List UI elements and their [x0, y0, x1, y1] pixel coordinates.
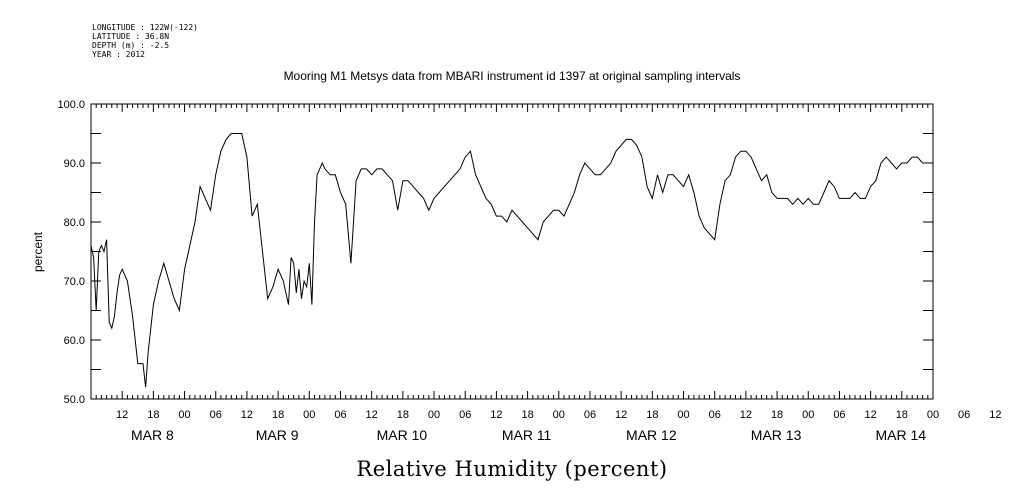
x-tick-labels: 12 18 00 06 12 18 00 06 12 18 00 06 12 18 00 06 12 18 00 06… — [116, 409, 1001, 421]
x-tick-label: 18 — [521, 409, 533, 421]
x-tick-label: 12 — [740, 409, 752, 421]
day-label: MAR 12 — [626, 427, 677, 443]
plot-frame — [90, 103, 934, 400]
x-tick-label: 18 — [272, 409, 284, 421]
x-tick-label: 12 — [116, 409, 128, 421]
x-tick-label: 18 — [397, 409, 409, 421]
latitude-label: LATITUDE : 36.8N — [92, 32, 169, 41]
day-label: MAR 14 — [876, 427, 927, 443]
x-tick-label: 00 — [553, 409, 565, 421]
x-tick-label: 06 — [459, 409, 471, 421]
x-tick-label: 12 — [615, 409, 627, 421]
y-tick-label: 60.0 — [64, 335, 85, 347]
y-tick-labels: 50.0 60.0 70.0 80.0 90.0 100.0 — [57, 99, 85, 406]
x-tick-label: 12 — [989, 409, 1001, 421]
x-tick-label: 06 — [334, 409, 346, 421]
x-tick-label: 00 — [802, 409, 814, 421]
x-tick-label: 00 — [677, 409, 689, 421]
x-tick-label: 12 — [490, 409, 502, 421]
x-tick-label: 18 — [771, 409, 783, 421]
day-labels: MAR 8 MAR 9 MAR 10 MAR 11 MAR 12 MAR 13 MAR 14 — [131, 427, 926, 443]
x-tick-label: 06 — [958, 409, 970, 421]
y-tick-label: 90.0 — [64, 158, 85, 170]
x-tick-label: 12 — [241, 409, 253, 421]
x-axis-label: Relative Humidity (percent) — [356, 457, 667, 481]
x-tick-label: 18 — [646, 409, 658, 421]
x-tick-label: 12 — [366, 409, 378, 421]
x-tick-label: 00 — [178, 409, 190, 421]
metadata-block: LONGITUDE : 122W(-122) LATITUDE : 36.8N … — [92, 23, 198, 59]
x-tick-label: 00 — [428, 409, 440, 421]
y-tick-label: 50.0 — [64, 394, 85, 406]
y-axis-label: percent — [31, 231, 45, 272]
day-label: MAR 9 — [256, 427, 299, 443]
x-tick-label: 06 — [584, 409, 596, 421]
x-tick-label: 00 — [927, 409, 939, 421]
day-label: MAR 10 — [377, 427, 428, 443]
year-label: YEAR : 2012 — [92, 50, 145, 59]
day-label: MAR 8 — [131, 427, 174, 443]
day-label: MAR 13 — [751, 427, 802, 443]
y-tick-label: 100.0 — [57, 99, 85, 111]
depth-label: DEPTH (m) : -2.5 — [92, 41, 169, 50]
x-tick-label: 06 — [210, 409, 222, 421]
x-tick-label: 06 — [709, 409, 721, 421]
x-tick-label: 06 — [833, 409, 845, 421]
x-tick-label: 00 — [303, 409, 315, 421]
x-tick-label: 18 — [147, 409, 159, 421]
y-tick-label: 80.0 — [64, 217, 85, 229]
y-tick-label: 70.0 — [64, 276, 85, 288]
x-tick-label: 18 — [896, 409, 908, 421]
longitude-label: LONGITUDE : 122W(-122) — [92, 23, 198, 32]
day-label: MAR 11 — [502, 427, 552, 443]
axis-ticks — [90, 103, 934, 400]
x-tick-label: 12 — [865, 409, 877, 421]
humidity-series-line — [90, 133, 933, 388]
chart-title: Mooring M1 Metsys data from MBARI instru… — [284, 69, 741, 83]
